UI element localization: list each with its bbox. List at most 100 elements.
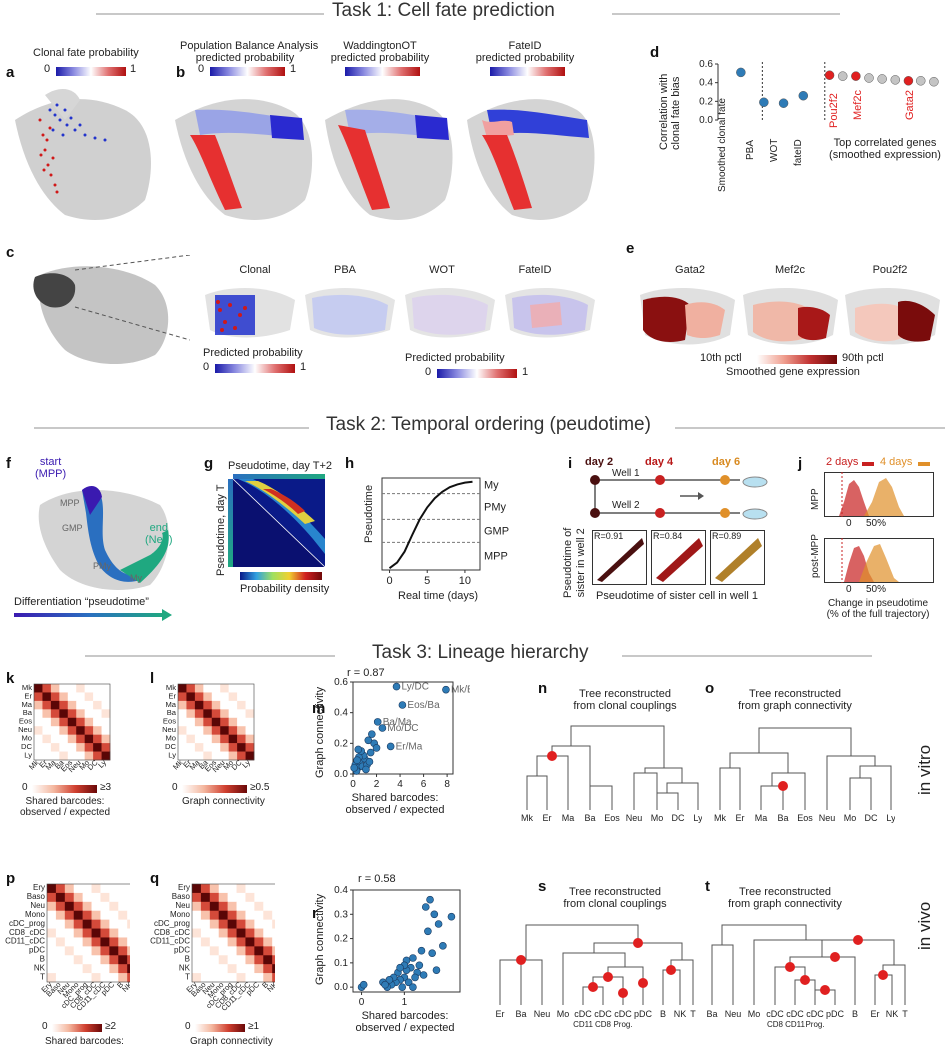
- panel-k-cell-8-0: [34, 751, 43, 761]
- panel-q-cell-6-2: [209, 937, 220, 947]
- panel-k-cell-3-0: [34, 709, 43, 719]
- panel-p-row-label-9: NK: [34, 963, 46, 972]
- panel-p-cell-5-6: [100, 928, 110, 938]
- panel-p-cell-2-3: [73, 901, 83, 912]
- panel-n-leaf-8: Ly: [693, 813, 702, 823]
- panel-r-xtick-label-0: 0: [359, 997, 365, 1008]
- task2-rule-left: [34, 427, 309, 429]
- panel-q-cell-10-3: [218, 973, 228, 983]
- panel-e-map-pou2f2: [845, 288, 940, 345]
- panel-p-letter: p: [6, 870, 16, 887]
- panel-q-cell-4-9: [272, 919, 275, 929]
- panel-k-cell-8-4: [67, 751, 77, 761]
- panel-q-cell-7-7: [254, 946, 264, 956]
- panel-p-col-label-9: NK: [120, 980, 130, 994]
- panel-k-cell-5-7: [93, 726, 102, 735]
- panel-o-title-line2: from graph connectivity: [738, 700, 852, 712]
- panel-p-cell-5-2: [64, 928, 75, 938]
- panel-q-cell-9-9: [272, 964, 275, 974]
- panel-h-curve: [388, 480, 473, 570]
- panel-r-point-6: [434, 920, 443, 928]
- panel-o-branch-2: [771, 772, 806, 810]
- panel-c-scale-min-2: 0: [425, 366, 432, 378]
- panel-k-cell-7-5: [76, 743, 85, 752]
- panel-k-cell-0-8: [101, 684, 111, 693]
- panel-d-xlabel-pba: PBA: [745, 139, 756, 160]
- panel-k-cell-3-3: [59, 709, 69, 719]
- panel-r-point-2: [426, 895, 434, 904]
- panel-d-point-12: [929, 76, 939, 87]
- panel-k-cell-7-3: [59, 743, 69, 752]
- panel-p-cell-4-7: [109, 919, 119, 929]
- panel-q-cell-3-0: [192, 910, 202, 920]
- panel-c-legend-1: Predicted probability: [203, 347, 303, 359]
- panel-j-tick-50-a: 50%: [866, 518, 887, 529]
- panel-q-row-label-4: cDC_prog: [154, 919, 190, 928]
- panel-j-hist-postmpp: [824, 538, 934, 583]
- panel-d-point-3: [798, 90, 809, 101]
- panel-q-cell-7-5: [236, 946, 246, 956]
- panel-p-cell-0-0: [47, 884, 57, 894]
- panel-e-map-mef2c: [743, 288, 838, 345]
- panel-b-method-1: Population Balance Analysis predicted pr…: [180, 40, 318, 64]
- panel-g-letter: g: [204, 455, 214, 472]
- panel-d-ylabel-line2: clonal fate bias: [670, 76, 682, 150]
- panel-d-point-2: [778, 98, 789, 108]
- panel-d-gene-mef2c: Mef2c: [852, 90, 864, 120]
- panel-q-cell-2-2: [209, 901, 220, 912]
- panel-q-cell-1-9: [272, 892, 275, 903]
- panel-l-cell-5-5: [220, 726, 229, 735]
- panel-q-cell-6-3: [218, 937, 228, 947]
- panel-p-cell-9-3: [73, 964, 83, 974]
- panel-o-node-0: [778, 781, 788, 791]
- panel-q-cell-9-0: [192, 964, 202, 974]
- panel-f-end-label: end: [149, 522, 168, 534]
- panel-i-letter: i: [568, 455, 573, 472]
- panel-f-stage-mpp: MPP: [60, 498, 80, 508]
- panel-k-cell-4-7: [93, 717, 102, 727]
- panel-s-branch-6: [662, 969, 681, 1005]
- panel-r-point-10: [409, 954, 417, 962]
- panel-l-cell-7-6: [228, 743, 238, 752]
- panel-l-cell-7-7: [237, 743, 246, 752]
- panel-j-xlabel-line2: (% of the full trajectory): [826, 609, 930, 620]
- panel-l-cell-6-7: [237, 734, 246, 744]
- panel-d-point-7: [864, 73, 874, 83]
- panel-d-group-label-line1: Top correlated genes: [833, 137, 937, 149]
- panel-k-cell-8-1: [42, 751, 52, 761]
- panel-c-zoom-clonal: [205, 288, 295, 338]
- panel-p-cell-6-7: [109, 937, 119, 947]
- panel-k-cell-6-3: [59, 734, 69, 744]
- panel-h-chart: My PMy GMP MPP 0 5 10: [381, 477, 509, 587]
- panel-n-title-line1: Tree reconstructed: [579, 688, 671, 700]
- panel-j-xlabel-line1: Change in pseudotime: [827, 598, 929, 609]
- panel-g-top-strip: [233, 474, 325, 479]
- panel-e-title-mef2c: Mef2c: [775, 264, 805, 276]
- panel-p-cell-2-0: [47, 901, 57, 912]
- panel-q-cell-8-0: [192, 955, 202, 965]
- panel-p-cell-3-8: [118, 910, 128, 920]
- panel-n-leaf-2: Ma: [562, 813, 575, 823]
- panel-k-cell-7-7: [93, 743, 102, 752]
- panel-r-r: r = 0.58: [358, 873, 396, 885]
- panel-k-cell-1-8: [101, 692, 111, 702]
- panel-t-title-line2: from graph connectivity: [728, 898, 842, 910]
- panel-p-cell-1-6: [100, 892, 110, 903]
- panel-o-leaf-6: Mo: [844, 813, 857, 823]
- panel-t-leaf-5: cDC: [806, 1009, 824, 1019]
- panel-b-method-2: WaddingtonOT predicted probability: [320, 40, 440, 64]
- panel-k-row-label-1: Er: [24, 691, 32, 700]
- panel-r-point-25: [419, 971, 428, 979]
- panel-q-cell-2-1: [200, 901, 211, 912]
- panel-k-row-label-8: Ly: [24, 750, 32, 759]
- panel-d-group-label-line2: (smoothed expression): [829, 149, 941, 161]
- panel-q-cell-6-9: [272, 937, 275, 947]
- panel-q-cell-8-9: [272, 955, 275, 965]
- panel-k-letter: k: [6, 670, 15, 687]
- panel-q-cell-4-5: [236, 919, 246, 929]
- panel-p-legend: Shared barcodes:: [45, 1036, 124, 1047]
- panel-r-chart: 0 1 0.0 0.1 0.2 0.3 0.4: [334, 885, 461, 1008]
- panel-p-row-label-3: Mono: [25, 910, 46, 919]
- panel-k-cell-0-1: [42, 684, 52, 693]
